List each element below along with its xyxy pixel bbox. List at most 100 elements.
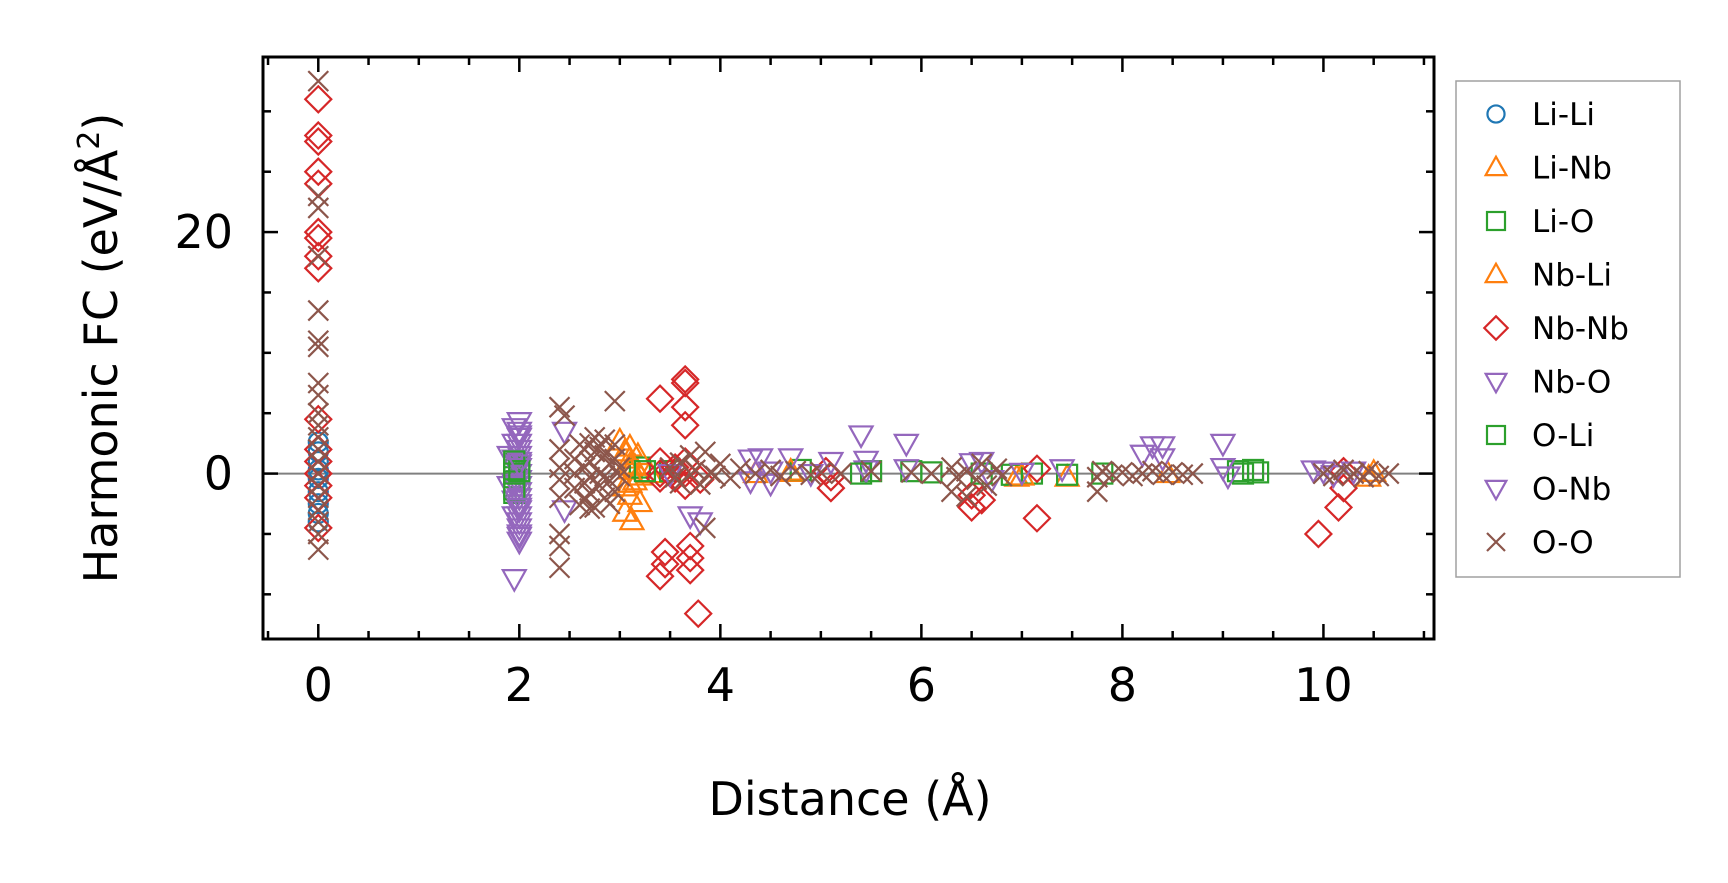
legend-label: Li-O bbox=[1532, 204, 1594, 240]
legend-marker bbox=[1483, 154, 1509, 177]
data-point bbox=[307, 384, 330, 406]
data-point bbox=[1048, 459, 1076, 483]
data-point bbox=[729, 457, 752, 480]
data-point bbox=[303, 217, 333, 247]
data-point bbox=[670, 392, 700, 422]
data-point bbox=[991, 465, 1013, 487]
data-point bbox=[307, 481, 329, 503]
data-point bbox=[675, 543, 705, 573]
data-point bbox=[955, 460, 978, 482]
data-point bbox=[1056, 463, 1079, 486]
x-tick-label: 2 bbox=[505, 658, 534, 712]
legend-marker bbox=[1483, 479, 1509, 502]
data-point bbox=[1149, 448, 1176, 473]
data-point bbox=[621, 466, 649, 491]
data-point bbox=[578, 482, 601, 504]
data-point bbox=[303, 241, 333, 271]
data-point bbox=[553, 404, 576, 427]
data-point bbox=[900, 461, 923, 484]
data-point bbox=[508, 460, 531, 483]
data-point bbox=[892, 433, 920, 458]
plot-frame bbox=[261, 55, 1436, 641]
data-point bbox=[1246, 461, 1270, 484]
legend-entry: O-O bbox=[1486, 525, 1594, 561]
legend-label: Nb-O bbox=[1532, 365, 1611, 401]
data-point bbox=[1022, 503, 1052, 533]
legend-marker bbox=[1486, 104, 1506, 124]
data-point bbox=[307, 511, 329, 533]
data-point bbox=[1181, 462, 1204, 485]
data-point bbox=[1171, 464, 1194, 486]
data-point bbox=[689, 473, 712, 496]
data-point bbox=[849, 462, 873, 485]
data-point bbox=[500, 569, 528, 593]
data-point bbox=[303, 120, 333, 151]
data-point bbox=[307, 329, 330, 352]
data-point bbox=[810, 461, 832, 484]
data-point bbox=[920, 461, 943, 484]
data-point bbox=[683, 599, 713, 629]
data-point bbox=[500, 473, 528, 498]
legend-entry: O-Li bbox=[1485, 418, 1594, 454]
data-point bbox=[759, 459, 782, 481]
legend-label: Nb-Li bbox=[1532, 258, 1612, 294]
data-point bbox=[669, 472, 691, 495]
data-point bbox=[609, 465, 631, 487]
data-point bbox=[303, 157, 333, 187]
data-point bbox=[307, 450, 329, 473]
x-axis-label: Distance (Å) bbox=[708, 772, 991, 826]
data-point bbox=[694, 517, 717, 539]
data-point bbox=[604, 390, 626, 412]
x-tick-label: 4 bbox=[706, 658, 735, 712]
data-point bbox=[1129, 444, 1156, 469]
legend-entry: Nb-O bbox=[1483, 365, 1611, 401]
data-point bbox=[965, 468, 988, 491]
data-marks bbox=[303, 70, 1400, 629]
legend-label: Li-Nb bbox=[1532, 151, 1612, 187]
x-tick-label: 0 bbox=[304, 658, 333, 712]
data-point bbox=[1008, 462, 1036, 487]
data-point bbox=[1209, 433, 1237, 458]
data-point bbox=[598, 492, 621, 515]
legend-marker bbox=[1486, 532, 1506, 552]
legend-label: O-Nb bbox=[1532, 472, 1611, 508]
data-point bbox=[503, 462, 526, 485]
data-point bbox=[1377, 462, 1400, 485]
data-point bbox=[616, 432, 644, 457]
data-point bbox=[505, 412, 533, 436]
y-axis-label: Harmonic FC (eV/Å2) bbox=[72, 113, 128, 584]
data-point bbox=[548, 535, 571, 557]
data-point bbox=[670, 446, 700, 477]
data-point bbox=[1322, 465, 1345, 487]
data-point bbox=[860, 460, 882, 482]
legend-marker bbox=[1483, 372, 1509, 395]
data-point bbox=[1241, 458, 1265, 482]
data-point bbox=[548, 438, 571, 461]
data-point bbox=[604, 480, 626, 503]
data-point bbox=[303, 223, 333, 253]
data-point bbox=[303, 404, 333, 434]
data-point bbox=[583, 441, 606, 463]
data-point bbox=[548, 468, 571, 491]
x-tick-label: 10 bbox=[1294, 658, 1353, 712]
data-point bbox=[709, 453, 732, 475]
data-point bbox=[618, 506, 646, 531]
data-point bbox=[307, 299, 330, 322]
data-point bbox=[593, 465, 616, 487]
data-point bbox=[1086, 480, 1109, 503]
data-point bbox=[920, 462, 943, 485]
data-point bbox=[307, 336, 330, 358]
data-point bbox=[1323, 492, 1354, 522]
data-point bbox=[303, 84, 333, 114]
data-point bbox=[686, 512, 714, 537]
x-tick-label: 6 bbox=[907, 658, 936, 712]
data-point bbox=[551, 421, 578, 446]
data-point bbox=[830, 462, 852, 485]
data-point bbox=[650, 549, 680, 579]
legend-marker bbox=[1482, 314, 1510, 342]
legend-label: O-O bbox=[1532, 525, 1594, 561]
data-point bbox=[940, 480, 963, 503]
legend-label: O-Li bbox=[1532, 418, 1594, 454]
data-point bbox=[679, 444, 701, 467]
series-o-o bbox=[307, 70, 1400, 579]
